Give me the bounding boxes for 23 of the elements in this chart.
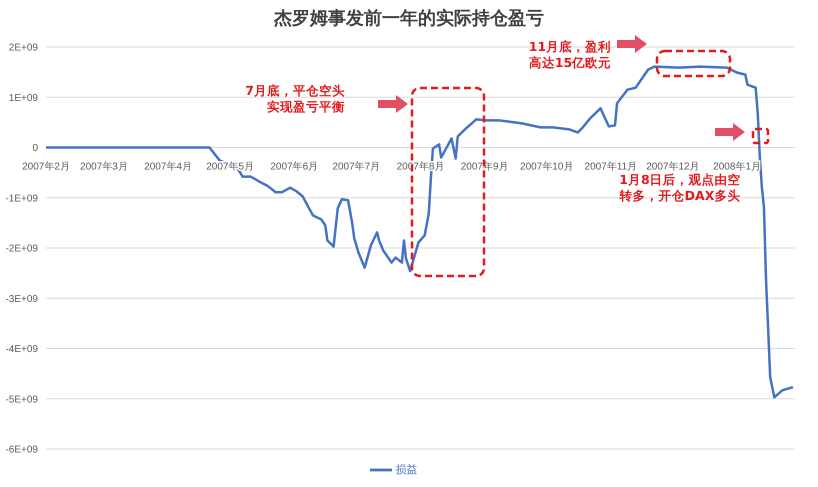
x-tick-label: 2007年2月 bbox=[22, 160, 70, 172]
y-tick-label: -5E+09 bbox=[5, 394, 38, 406]
annotation: 11月底，盈利高达15亿欧元 bbox=[528, 39, 612, 70]
x-tick-label: 2007年11月 bbox=[584, 160, 638, 172]
x-tick-label: 2007年6月 bbox=[270, 160, 318, 172]
y-tick-label: -4E+09 bbox=[5, 344, 38, 356]
y-tick-label: -3E+09 bbox=[5, 294, 38, 305]
annotation: 7月底，平仓空头实现盈亏平衡 bbox=[245, 83, 345, 114]
x-tick-label: 2007年4月 bbox=[144, 160, 192, 172]
legend-label: 损益 bbox=[396, 464, 418, 476]
annotation: 1月8日后，观点由空转多，开仓DAX多头 bbox=[618, 172, 741, 203]
y-tick-label: 1E+09 bbox=[8, 92, 38, 104]
x-tick-label: 2008年1月 bbox=[713, 160, 761, 172]
x-tick-label: 2007年3月 bbox=[80, 160, 128, 172]
y-tick-label: -1E+09 bbox=[5, 193, 38, 204]
y-tick-label: 2E+09 bbox=[8, 42, 38, 54]
x-tick-label: 2007年7月 bbox=[332, 160, 380, 172]
chart-title: 杰罗姆事发前一年的实际持仓盈亏 bbox=[273, 7, 545, 30]
x-tick-label: 2007年10月 bbox=[520, 160, 574, 172]
x-tick-label: 2007年12月 bbox=[646, 160, 700, 172]
y-tick-label: 0 bbox=[32, 143, 38, 154]
y-tick-label: -2E+09 bbox=[5, 244, 38, 255]
y-tick-label: -6E+09 bbox=[5, 444, 38, 456]
